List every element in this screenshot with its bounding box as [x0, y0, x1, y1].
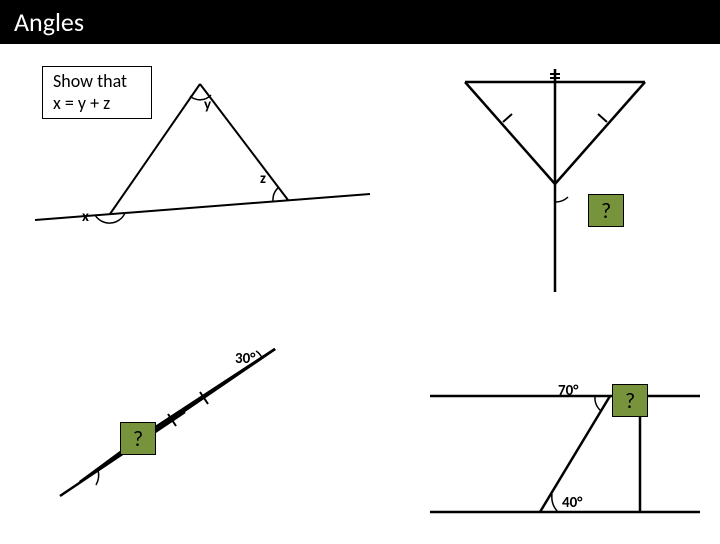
fig-bottomleft: [40, 304, 360, 514]
label-z: z: [260, 170, 266, 188]
page-title: Angles: [0, 0, 720, 44]
label-70deg: 70°: [558, 382, 578, 400]
label-40deg: 40°: [562, 494, 582, 512]
diagram-stage: Show that x = y + z y z x ?: [0, 44, 720, 540]
answer-box-bottomleft[interactable]: ?: [120, 422, 156, 455]
label-30deg: 30°: [235, 350, 255, 368]
answer-box-bottomright[interactable]: ?: [612, 384, 648, 417]
fig-bottomright: [420, 344, 720, 544]
fig-topright: [430, 44, 690, 314]
fig-topleft: [0, 44, 400, 304]
label-x: x: [82, 208, 89, 226]
answer-box-topright[interactable]: ?: [588, 194, 624, 227]
label-y: y: [204, 96, 211, 114]
